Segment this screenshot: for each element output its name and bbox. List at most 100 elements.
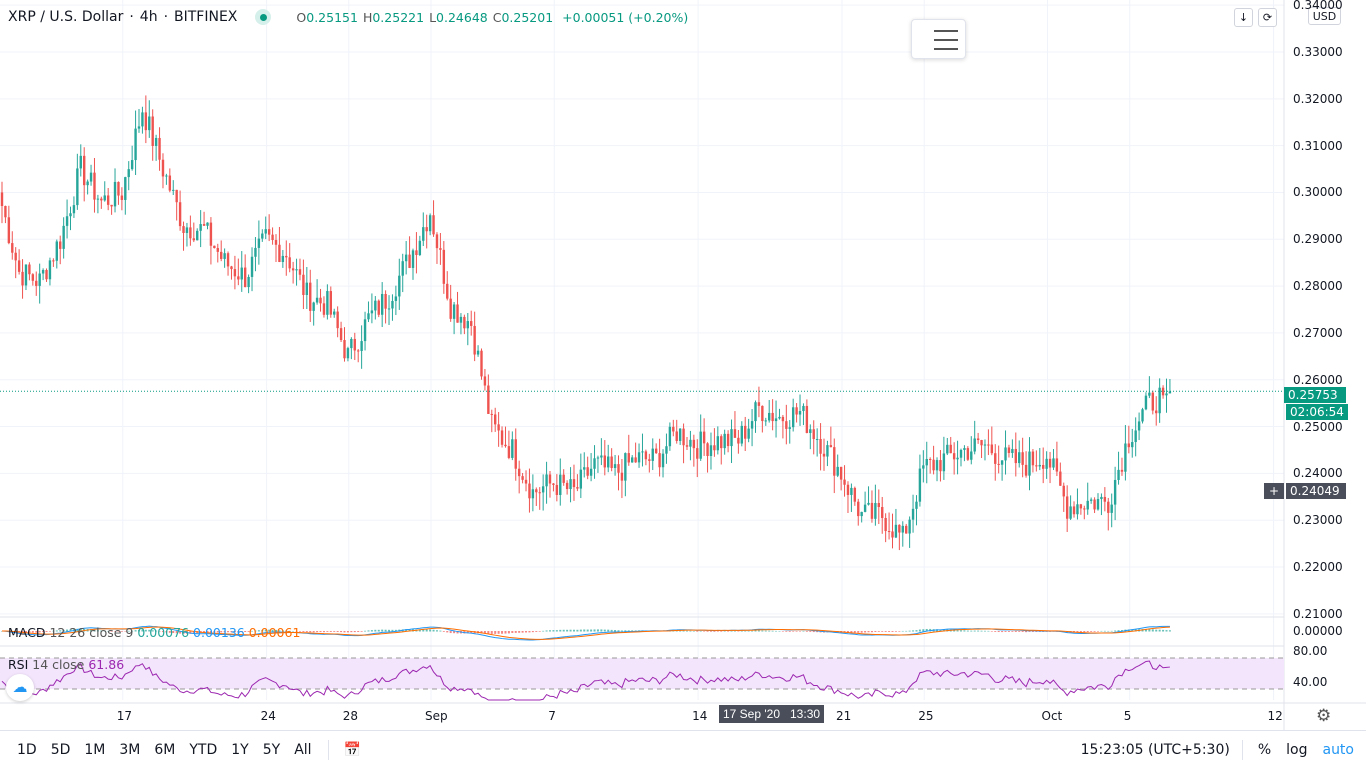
candle-body xyxy=(1045,458,1048,469)
candle-body xyxy=(511,439,514,458)
macd-histogram-bar xyxy=(360,631,363,632)
candle-body xyxy=(21,271,24,286)
candle-body xyxy=(220,251,223,259)
macd-histogram-bar xyxy=(1093,631,1096,632)
macd-histogram-bar xyxy=(172,631,175,634)
candle-body xyxy=(983,444,987,446)
candle-body xyxy=(720,436,723,449)
candle-body xyxy=(644,451,648,460)
macd-histogram-bar xyxy=(251,630,254,632)
macd-histogram-bar xyxy=(888,631,891,632)
candle-body xyxy=(428,215,432,232)
candle-body xyxy=(935,460,939,471)
candle-body xyxy=(716,436,720,451)
macd-histogram-bar xyxy=(545,630,548,632)
tradingview-logo[interactable]: ☁ xyxy=(6,674,34,701)
candle-body xyxy=(1031,451,1035,466)
candle-body xyxy=(309,282,312,311)
separator: · xyxy=(129,9,134,25)
candle-body xyxy=(702,431,706,444)
drawing-settings-panel[interactable] xyxy=(911,19,966,59)
macd-histogram-bar xyxy=(107,630,110,632)
log-scale-toggle[interactable]: log xyxy=(1286,741,1308,758)
macd-histogram-bar xyxy=(309,631,312,633)
macd-histogram-bar xyxy=(155,630,158,632)
macd-histogram-bar xyxy=(679,630,682,632)
candle-body xyxy=(1072,506,1076,515)
macd-histogram-bar xyxy=(483,631,486,634)
range-button-6m[interactable]: 6M xyxy=(154,741,176,758)
time-axis-label: 28 xyxy=(342,709,359,723)
candle-body xyxy=(1151,392,1154,411)
macd-histogram-bar xyxy=(1097,631,1099,632)
candle-body xyxy=(404,254,408,262)
price-axis-label: 0.34000 xyxy=(1293,0,1343,13)
candle-body xyxy=(1124,443,1127,472)
range-button-1y[interactable]: 1Y xyxy=(231,741,249,758)
macd-histogram-bar xyxy=(329,631,332,632)
macd-histogram-bar xyxy=(138,629,140,632)
candle-body xyxy=(750,421,754,429)
symbol-legend: XRP / U.S. Dollar · 4h · BITFINEX O0.25151… xyxy=(8,9,688,25)
candle-body xyxy=(346,348,350,359)
candle-body xyxy=(418,240,422,255)
candle-body xyxy=(624,453,627,481)
price-axis-label: 0.27000 xyxy=(1293,325,1343,340)
candle-body xyxy=(730,429,733,447)
range-button-3m[interactable]: 3M xyxy=(119,741,141,758)
candle-body xyxy=(28,264,31,275)
range-button-1d[interactable]: 1D xyxy=(17,741,37,758)
macd-histogram-bar xyxy=(706,631,709,632)
macd-histogram-bar xyxy=(569,629,572,632)
auto-scale-toggle[interactable]: auto xyxy=(1322,741,1354,758)
macd-histogram-bar xyxy=(542,630,545,632)
price-axis-label: 0.21000 xyxy=(1293,606,1343,621)
macd-histogram-bar xyxy=(48,631,51,632)
candle-body xyxy=(987,444,990,446)
download-icon[interactable]: ↓ xyxy=(1234,8,1253,27)
price-axis-label: 0.22000 xyxy=(1293,560,1343,575)
candle-body xyxy=(1127,443,1131,448)
candle-body xyxy=(329,291,332,315)
candle-body xyxy=(675,431,678,441)
percent-scale-toggle[interactable]: % xyxy=(1257,741,1272,758)
countdown-tag: 02:06:54 xyxy=(1286,404,1348,420)
candle-body xyxy=(76,168,79,206)
candle-body xyxy=(31,274,35,281)
macd-histogram-bar xyxy=(853,631,856,633)
range-button-5y[interactable]: 5Y xyxy=(262,741,281,758)
macd-histogram-bar xyxy=(244,631,247,632)
chart-canvas[interactable] xyxy=(0,0,1366,730)
last-price-tag: 0.25753 xyxy=(1284,387,1346,403)
macd-histogram-bar xyxy=(501,631,504,634)
candle-body xyxy=(990,444,994,454)
divider xyxy=(327,739,329,760)
currency-button[interactable]: USD xyxy=(1308,7,1341,25)
macd-histogram-bar xyxy=(617,630,620,632)
macd-histogram-bar xyxy=(686,630,688,632)
refresh-icon[interactable]: ⟳ xyxy=(1258,8,1277,27)
settings-gear-icon[interactable]: ⚙ xyxy=(1316,706,1332,726)
macd-histogram-bar xyxy=(285,630,288,632)
candle-body xyxy=(689,439,692,447)
candle-body xyxy=(809,429,812,433)
candle-body xyxy=(1024,464,1028,476)
symbol-name[interactable]: XRP / U.S. Dollar xyxy=(8,9,124,25)
crosshair-add-icon[interactable]: + xyxy=(1264,483,1284,499)
candle-body xyxy=(425,227,428,232)
candle-body xyxy=(199,224,202,231)
macd-histogram-bar xyxy=(93,629,96,632)
range-button-all[interactable]: All xyxy=(294,741,312,758)
interval[interactable]: 4h xyxy=(139,9,158,25)
candle-body xyxy=(435,234,439,249)
candle-body xyxy=(583,467,586,470)
candle-body xyxy=(504,444,507,447)
range-button-5d[interactable]: 5D xyxy=(50,741,71,758)
macd-histogram-bar xyxy=(531,631,534,633)
macd-histogram-bar xyxy=(442,631,445,632)
date-range-icon[interactable]: 📅 xyxy=(343,741,361,758)
range-button-ytd[interactable]: YTD xyxy=(189,741,218,758)
range-button-1m[interactable]: 1M xyxy=(84,741,106,758)
macd-histogram-bar xyxy=(692,630,695,632)
candle-body xyxy=(55,241,58,261)
